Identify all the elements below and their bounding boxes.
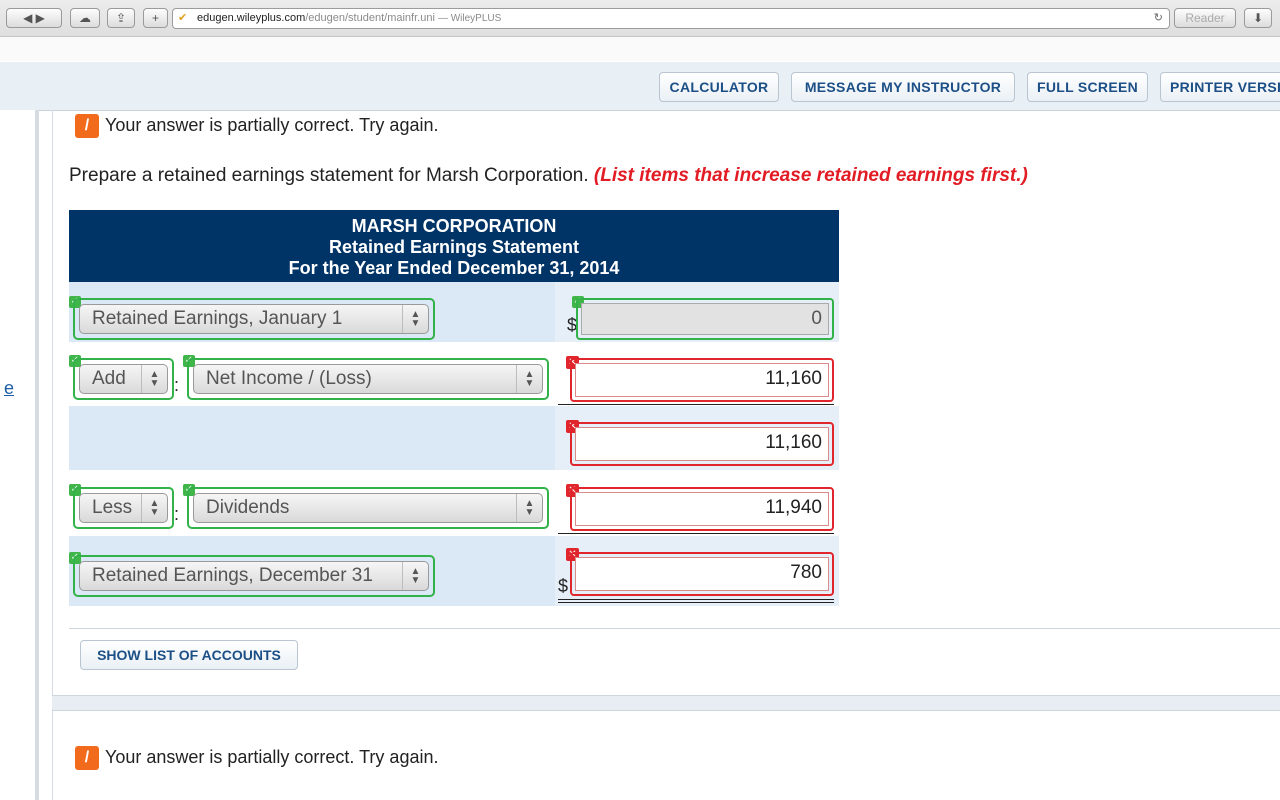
account-select-wrap: Retained Earnings, December 31 ▲ ▼: [73, 555, 435, 597]
account-select[interactable]: Retained Earnings, January 1 ▲ ▼: [79, 304, 429, 334]
reader-button[interactable]: Reader: [1174, 8, 1236, 28]
statement-row: ✓ Retained Earnings, December 31 ▲ ▼ $ ✕ 7…: [69, 536, 839, 606]
select-value: Retained Earnings, December 31: [92, 565, 373, 586]
browser-chrome: ◀ ▶ ☁ ⇪ + ✔ edugen.wileyplus.com/edugen/…: [0, 0, 1280, 61]
dollar-sign: $: [558, 576, 569, 596]
op-select[interactable]: Add ▲ ▼: [79, 364, 168, 394]
account-select[interactable]: Dividends ▲ ▼: [193, 493, 543, 523]
select-arrows-icon: ▲ ▼: [516, 494, 542, 522]
bookmarks-bar: [0, 36, 1280, 61]
account-select-wrap: Dividends ▲ ▼: [187, 487, 549, 529]
underline: [558, 404, 834, 405]
colon: :: [174, 504, 180, 524]
cloud-icon[interactable]: ☁: [70, 8, 100, 28]
message-instructor-button[interactable]: MESSAGE MY INSTRUCTOR: [791, 72, 1015, 102]
statement-row: ✓ Add ▲ ▼ : ✓ Net Income / (Loss) ▲ ▼ ✕ 11,1…: [69, 342, 839, 406]
amount-input-wrap: 11,940: [570, 487, 834, 531]
amount-input[interactable]: 11,940: [575, 492, 829, 526]
instruction-text: Prepare a retained earnings statement fo…: [69, 165, 589, 186]
pencil-icon: /: [75, 114, 99, 138]
content-border: [52, 110, 53, 695]
amount-input-wrap: 11,160: [570, 422, 834, 466]
favicon-icon: ✔: [178, 12, 188, 24]
op-select[interactable]: Less ▲ ▼: [79, 493, 168, 523]
url-host: edugen.wileyplus.com: [197, 12, 306, 24]
underline: [558, 533, 834, 534]
select-value: Net Income / (Loss): [206, 368, 372, 389]
instruction-emphasis: (List items that increase retained earni…: [593, 165, 1028, 186]
select-value: Add: [92, 368, 126, 389]
pencil-icon: /: [75, 746, 99, 770]
app-toolbar: CALCULATOR MESSAGE MY INSTRUCTOR FULL SC…: [0, 62, 1280, 111]
feedback-text: Your answer is partially correct. Try ag…: [105, 115, 439, 135]
calculator-button[interactable]: CALCULATOR: [659, 72, 779, 102]
section-separator: [52, 695, 1280, 711]
amount-input-wrap: 780: [570, 552, 834, 596]
colon: :: [174, 375, 180, 395]
select-value: Dividends: [206, 497, 290, 518]
amount-input[interactable]: 780: [575, 557, 829, 591]
select-arrows-icon: ▲ ▼: [516, 365, 542, 393]
select-value: Less: [92, 497, 133, 518]
select-value: Retained Earnings, January 1: [92, 308, 343, 329]
gutter-link[interactable]: e: [4, 378, 15, 398]
statement-period: For the Year Ended December 31, 2014: [288, 258, 620, 278]
account-select[interactable]: Retained Earnings, December 31 ▲ ▼: [79, 561, 429, 591]
left-gutter: e: [0, 110, 35, 800]
account-select-wrap: Retained Earnings, January 1 ▲ ▼: [73, 298, 435, 340]
download-icon[interactable]: ⬇: [1244, 8, 1272, 28]
address-bar[interactable]: ✔ edugen.wileyplus.com/edugen/student/ma…: [172, 8, 1170, 29]
company-name: MARSH CORPORATION: [351, 216, 557, 236]
amount-input-wrap: 0: [576, 298, 834, 340]
statement-title: Retained Earnings Statement: [328, 237, 580, 257]
statement-row: ✕ 11,160: [69, 406, 839, 470]
op-select-wrap: Less ▲ ▼: [73, 487, 174, 529]
double-underline-bottom: [558, 602, 834, 603]
select-arrows-icon: ▲ ▼: [402, 305, 428, 333]
select-arrows-icon: ▲ ▼: [141, 365, 167, 393]
full-screen-button[interactable]: FULL SCREEN: [1027, 72, 1148, 102]
instruction: Prepare a retained earnings statement fo…: [69, 165, 1028, 187]
amount-input[interactable]: 0: [581, 303, 829, 335]
share-icon[interactable]: ⇪: [107, 8, 135, 28]
url-path: /edugen/student/mainfr.uni: [305, 12, 435, 24]
account-select[interactable]: Net Income / (Loss) ▲ ▼: [193, 364, 543, 394]
frame-divider: [35, 110, 39, 800]
retained-earnings-statement: MARSH CORPORATION Retained Earnings Stat…: [69, 210, 839, 606]
statement-header: MARSH CORPORATION Retained Earnings Stat…: [69, 210, 839, 282]
account-select-wrap: Net Income / (Loss) ▲ ▼: [187, 358, 549, 400]
feedback-text: Your answer is partially correct. Try ag…: [105, 747, 439, 767]
amount-input[interactable]: 11,160: [575, 427, 829, 461]
select-arrows-icon: ▲ ▼: [141, 494, 167, 522]
content-border: [52, 709, 53, 800]
new-tab-icon[interactable]: +: [143, 8, 168, 28]
amount-input[interactable]: 11,160: [575, 363, 829, 397]
amount-input-wrap: 11,160: [570, 358, 834, 402]
printer-version-button[interactable]: PRINTER VERSION: [1160, 72, 1280, 102]
dollar-sign: $: [567, 315, 578, 335]
statement-row: ✓ Less ▲ ▼ : ✓ Dividends ▲ ▼ ✕ 11,940: [69, 470, 839, 536]
op-select-wrap: Add ▲ ▼: [73, 358, 174, 400]
statement-row: ✓ Retained Earnings, January 1 ▲ ▼ $ ✓ 0: [69, 282, 839, 342]
reload-icon[interactable]: ↻: [1153, 12, 1163, 24]
back-forward-buttons[interactable]: ◀ ▶: [6, 8, 62, 28]
select-arrows-icon: ▲ ▼: [402, 562, 428, 590]
page-title: — WileyPLUS: [437, 13, 502, 24]
double-underline-top: [558, 599, 834, 600]
show-list-of-accounts-button[interactable]: SHOW LIST OF ACCOUNTS: [80, 640, 298, 670]
